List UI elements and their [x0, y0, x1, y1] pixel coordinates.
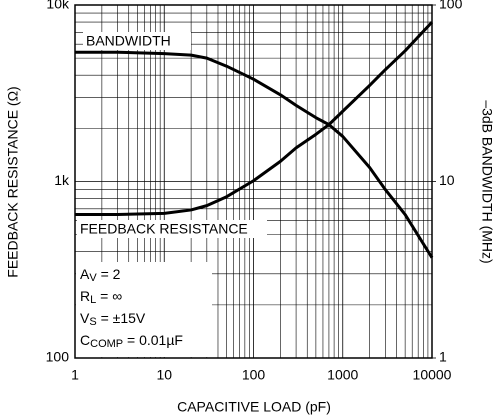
condition-part: L: [90, 294, 96, 306]
y2-tick-label: 1: [439, 349, 447, 365]
series-label: BANDWIDTH: [86, 33, 171, 49]
y-tick-label: 100: [46, 349, 70, 365]
condition: VS = ±15V: [80, 310, 146, 329]
condition: CCOMP = 0.01µF: [80, 332, 183, 351]
y2-tick-label: 100: [439, 0, 463, 12]
condition-part: C: [80, 332, 90, 348]
condition: AV = 2: [80, 266, 121, 285]
y-tick-label: 10k: [46, 0, 70, 12]
condition: RL = ∞: [80, 288, 122, 307]
x-tick-label: 100: [242, 367, 266, 383]
series-line: [75, 21, 434, 217]
series-label-bg: [83, 32, 191, 50]
x-tick-label: 10000: [413, 367, 452, 383]
x-axis-label: CAPACITIVE LOAD (pF): [177, 399, 331, 415]
x-tick-label: 1: [71, 367, 79, 383]
y2-tick-label: 10: [439, 172, 455, 188]
condition-part: S: [89, 316, 96, 328]
condition-part: V: [89, 272, 97, 284]
plot-frame: [74, 4, 433, 359]
condition-part: = 2: [97, 266, 121, 282]
y-tick-label: 1k: [54, 172, 70, 188]
x-tick-label: 1000: [327, 367, 358, 383]
condition-part: COMP: [90, 338, 123, 350]
condition-part: = ∞: [96, 288, 122, 304]
condition-part: V: [80, 310, 90, 326]
series-label-bg: [77, 220, 267, 238]
condition-part: = 0.01µF: [123, 332, 183, 348]
y-axis-label: FEEDBACK RESISTANCE (Ω): [5, 86, 21, 277]
conditions-box: [76, 262, 212, 357]
condition-part: A: [80, 266, 90, 282]
x-tick-label: 10: [156, 367, 172, 383]
condition-part: = ±15V: [97, 310, 146, 326]
series-line: [75, 50, 434, 259]
series-label: FEEDBACK RESISTANCE: [80, 221, 248, 237]
y2-axis-label: –3dB BANDWIDTH (MHz): [479, 100, 495, 263]
condition-part: R: [80, 288, 90, 304]
